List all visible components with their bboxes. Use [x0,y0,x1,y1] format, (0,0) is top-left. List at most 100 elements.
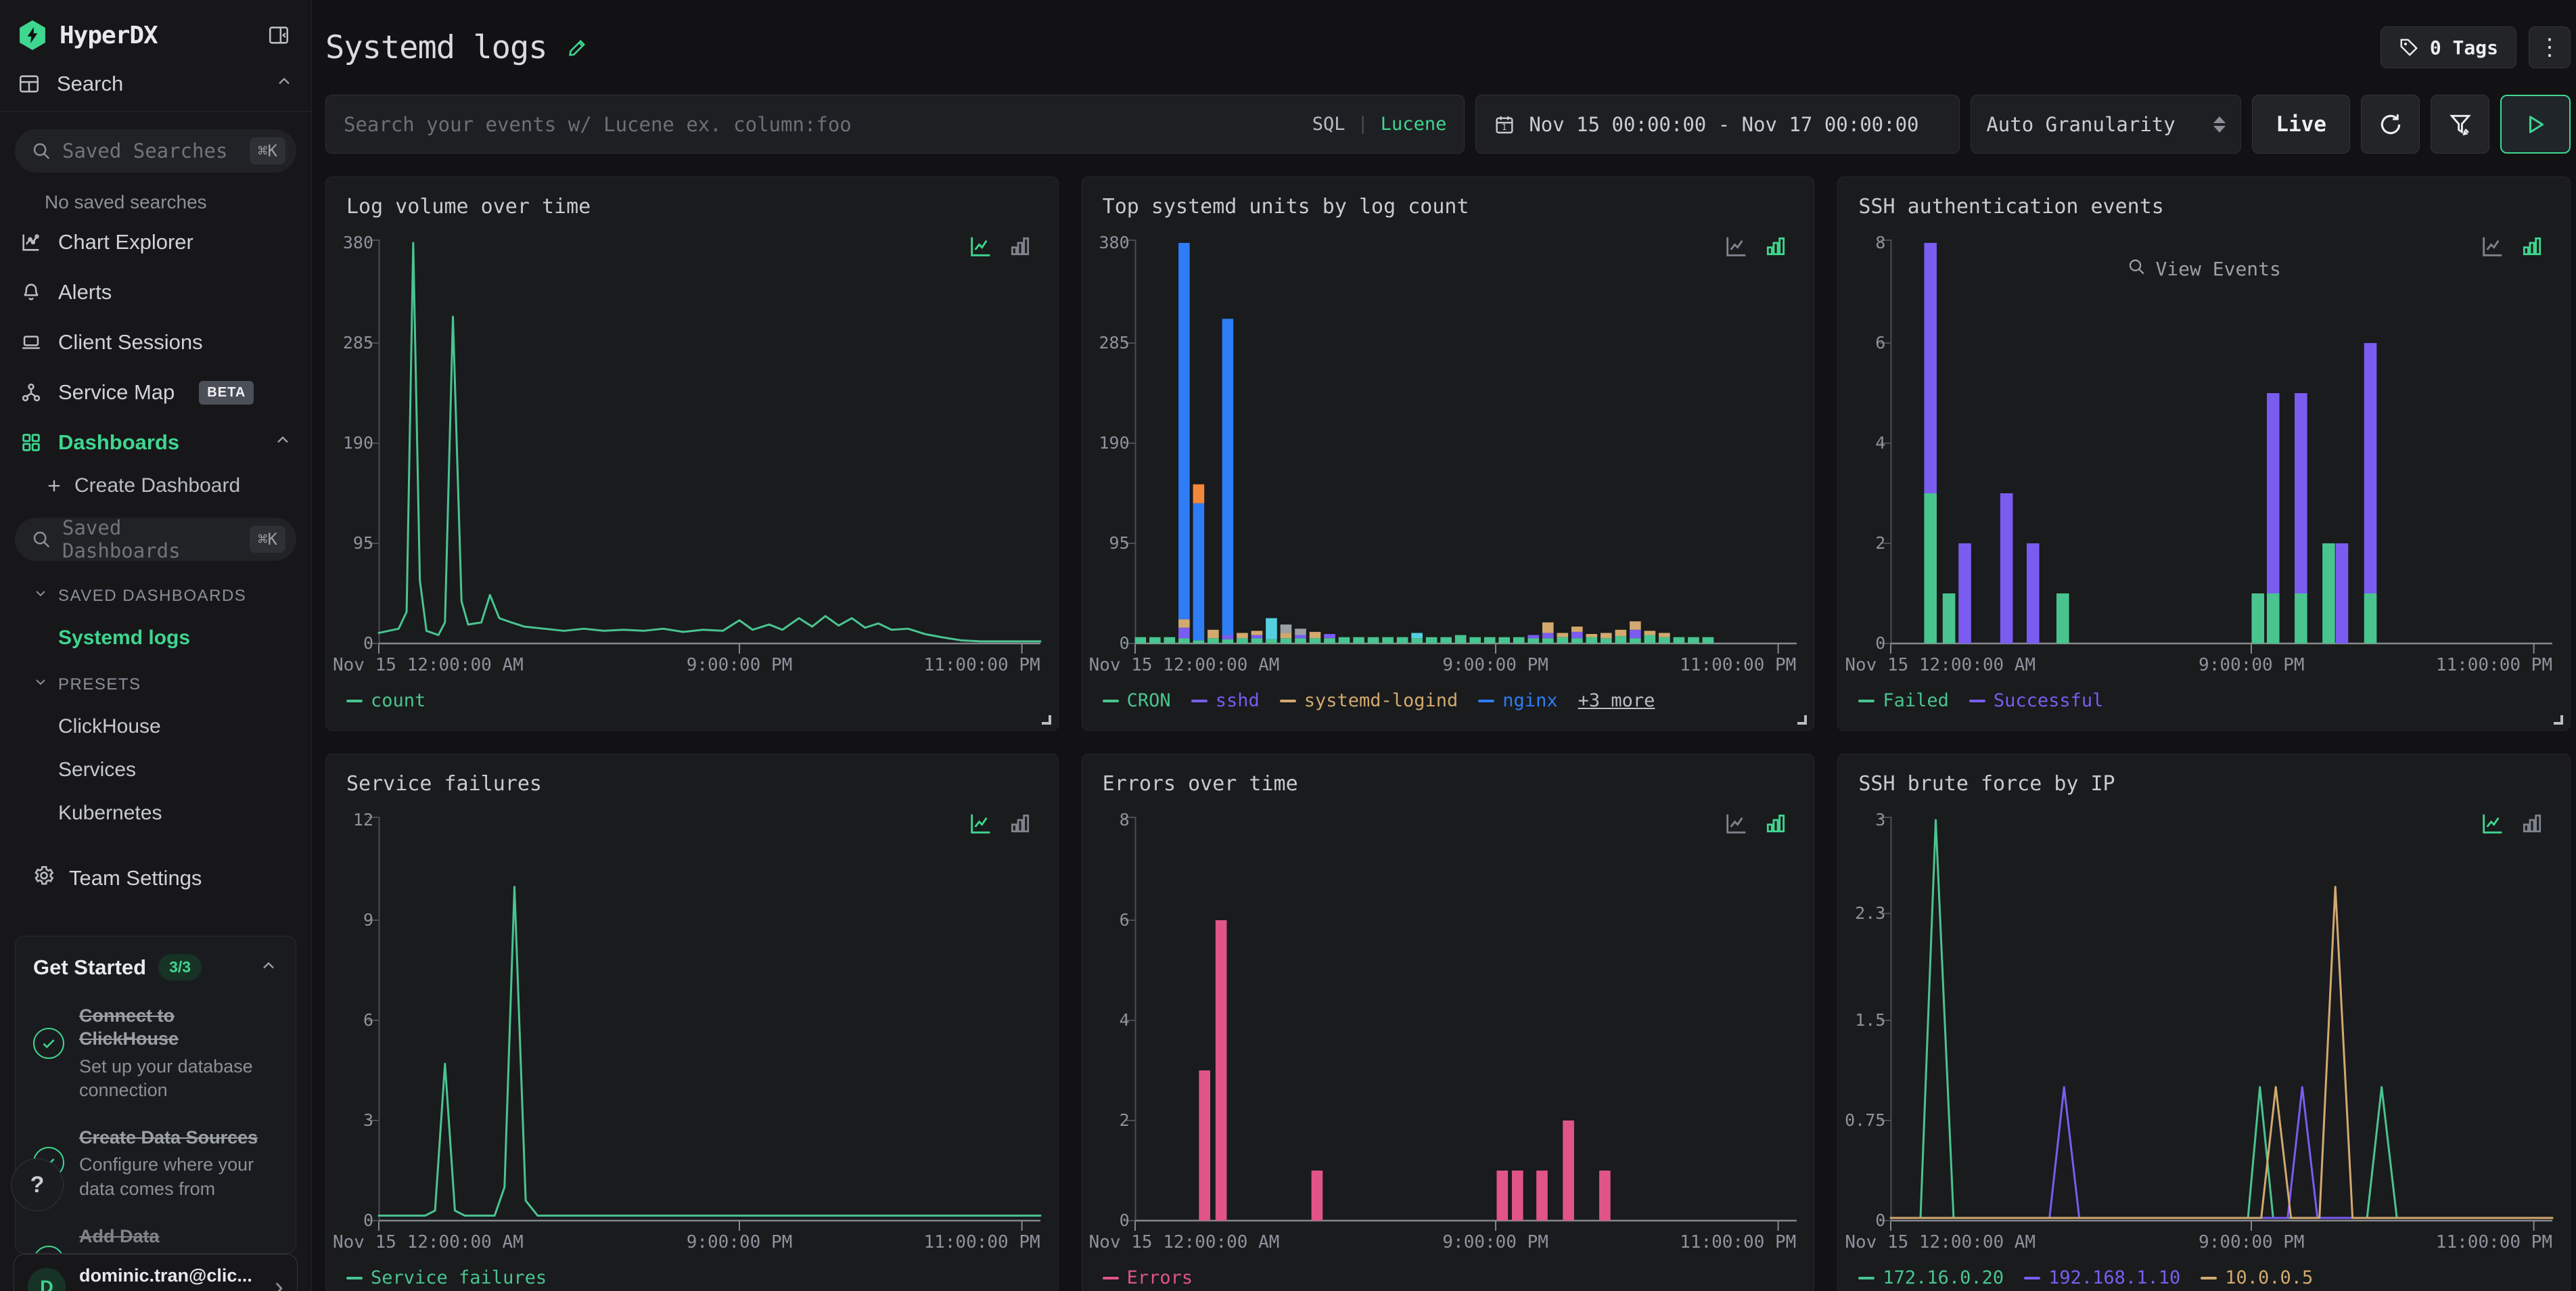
event-search-placeholder: Search your events w/ Lucene ex. column:… [344,113,1312,136]
group-header-saved-dashboards[interactable]: SAVED DASHBOARDS [32,585,296,606]
card-resize-handle[interactable] [1042,715,1051,725]
chevron-up-icon[interactable] [273,430,292,455]
sidebar-item-service-map[interactable]: Service MapBETA [15,367,296,417]
chevron-up-icon[interactable] [275,72,294,96]
legend-item[interactable]: Service failures [346,1267,547,1288]
sidebar-nav: Chart ExplorerAlertsClient SessionsServi… [15,217,296,468]
chart-plot-area [379,240,1040,644]
create-dashboard-button[interactable]: Create Dashboard [45,474,296,497]
bell-icon [19,281,43,304]
user-account-button[interactable]: D dominic.tran@clic... dominic.tran@clic… [14,1254,298,1291]
sidebar-content: Saved Searches ⌘K No saved searches Char… [0,112,311,1254]
y-axis-tick-label: 8 [1842,233,1885,252]
x-axis-tick-label: Nov 15 12:00:00 AM [1089,1232,1280,1252]
sidebar-item-label: Dashboards [58,430,179,455]
chart-plot-area [1135,817,1797,1221]
chart-plot-area [1135,240,1797,644]
legend-label: 192.168.1.10 [2048,1267,2180,1288]
date-range-picker[interactable]: 1 Nov 15 00:00:00 - Nov 17 00:00:00 [1475,95,1960,154]
x-axis-tick-label: Nov 15 12:00:00 AM [1845,655,2036,675]
y-axis-tick-label: 6 [1842,333,1885,353]
dashboard-link-systemd-logs[interactable]: Systemd logs [58,627,296,650]
y-axis-tick-label: 0.75 [1842,1110,1885,1130]
chart-title: Service failures [346,772,542,796]
edit-title-icon[interactable] [566,36,589,59]
legend-item[interactable]: Errors [1103,1267,1193,1288]
get-started-item[interactable]: Connect to ClickHouseSet up your databas… [33,1005,278,1102]
chart-legend: Failed Successful [1858,690,2103,711]
y-axis-tick-label: 0 [1842,633,1885,653]
legend-swatch [1858,1277,1874,1279]
run-query-button[interactable] [2500,95,2571,154]
view-events-button[interactable]: View Events [2127,257,2280,281]
live-button[interactable]: Live [2252,95,2350,154]
sidebar-item-team-settings[interactable]: Team Settings [32,864,296,892]
get-started-item-title: Add Data [79,1225,278,1248]
x-axis-tick-label: 9:00:00 PM [687,1232,793,1252]
dashboard-grid: Log volume over timecount380285190950Nov… [325,177,2571,1291]
granularity-select[interactable]: Auto Granularity [1971,95,2241,154]
chart-legend: CRON sshd systemd-logind nginx +3 more [1103,690,1655,711]
y-axis-tick-label: 380 [330,233,373,252]
legend-item[interactable]: sshd [1191,690,1260,711]
card-resize-handle[interactable] [1797,715,1807,725]
dashboard-link-clickhouse[interactable]: ClickHouse [58,715,296,738]
chevron-up-icon[interactable] [259,956,278,978]
group-header-presets[interactable]: PRESETS [32,674,296,695]
more-options-button[interactable]: ⋮ [2529,26,2571,68]
sidebar-item-chart-explorer[interactable]: Chart Explorer [15,217,296,267]
get-started-item[interactable]: Add DataStart sending logs, metrics, or … [33,1225,278,1254]
legend-item[interactable]: systemd-logind [1280,690,1458,711]
legend-item[interactable]: 10.0.0.5 [2201,1267,2313,1288]
legend-item[interactable]: Successful [1969,690,2104,711]
chart-card-ssh-brute-force-by-ip: SSH brute force by IP172.16.0.20192.168.… [1837,754,2571,1291]
granularity-value: Auto Granularity [1986,113,2175,136]
y-axis-tick-label: 0 [330,633,373,653]
hyperdx-logo-icon [18,20,47,50]
legend-item[interactable]: CRON [1103,690,1171,711]
get-started-header[interactable]: Get Started 3/3 [33,954,278,980]
x-axis-tick-label: Nov 15 12:00:00 AM [1089,655,1280,675]
chevron-down-icon [32,585,49,606]
card-resize-handle[interactable] [2554,715,2563,725]
lucene-toggle[interactable]: Lucene [1381,114,1447,135]
refresh-button[interactable] [2361,95,2420,154]
legend-swatch [1103,700,1119,702]
y-axis-tick-label: 2 [1086,1110,1130,1130]
help-button[interactable]: ? [11,1158,64,1211]
search-icon [2127,257,2146,281]
dashboard-link-kubernetes[interactable]: Kubernetes [58,802,296,825]
chart-title: Errors over time [1103,772,1298,796]
sidebar-item-search[interactable]: Search [0,57,311,111]
chart-title: Log volume over time [346,195,591,219]
legend-item[interactable]: count [346,690,426,711]
legend-item[interactable]: nginx [1478,690,1557,711]
chart-title: Top systemd units by log count [1103,195,1469,219]
y-axis-tick-label: 95 [1086,533,1130,553]
legend-item[interactable]: Failed [1858,690,1949,711]
sidebar: HyperDX Search Saved Searches ⌘K No save… [0,0,312,1291]
check-circle-icon [33,1028,64,1059]
chart-legend: Errors [1103,1267,1193,1288]
legend-label: 10.0.0.5 [2225,1267,2313,1288]
tags-button[interactable]: 0 Tags [2380,26,2516,68]
y-axis-tick-label: 12 [330,810,373,830]
legend-item[interactable]: 192.168.1.10 [2024,1267,2180,1288]
avatar: D [28,1268,66,1291]
sql-toggle[interactable]: SQL [1312,114,1346,135]
get-started-item[interactable]: Create Data SourcesConfigure where your … [33,1127,278,1201]
sidebar-collapse-icon[interactable] [264,20,294,50]
sidebar-item-client-sessions[interactable]: Client Sessions [15,317,296,367]
legend-label: CRON [1127,690,1171,711]
x-axis-tick-label: 11:00:00 PM [1680,655,1796,675]
legend-item[interactable]: 172.16.0.20 [1858,1267,2004,1288]
dashboard-link-services[interactable]: Services [58,758,296,782]
search-icon [31,141,51,161]
sidebar-item-alerts[interactable]: Alerts [15,267,296,317]
saved-dashboards-input[interactable]: Saved Dashboards ⌘K [15,518,296,561]
filter-button[interactable] [2431,95,2489,154]
saved-searches-input[interactable]: Saved Searches ⌘K [15,129,296,173]
event-search-input[interactable]: Search your events w/ Lucene ex. column:… [325,95,1465,154]
legend-more-link[interactable]: +3 more [1578,690,1655,711]
sidebar-item-dashboards[interactable]: Dashboards [15,417,296,468]
